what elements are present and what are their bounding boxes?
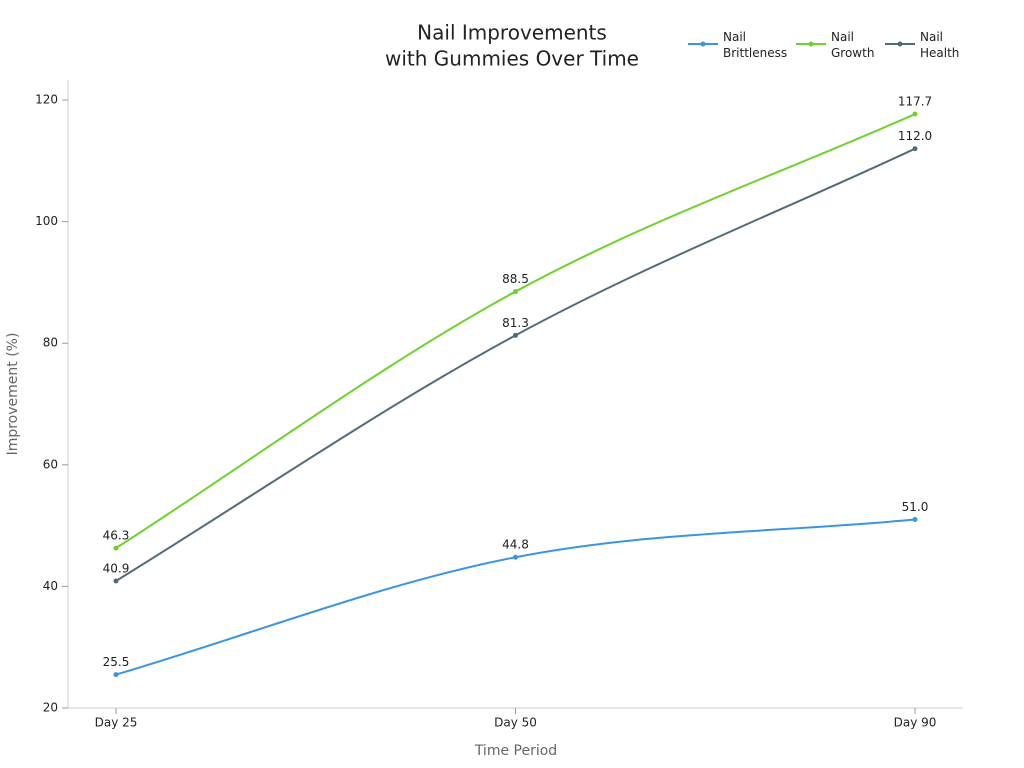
data-label: 25.5 — [103, 655, 130, 669]
x-tick-label: Day 25 — [95, 716, 138, 730]
data-label: 44.8 — [502, 538, 529, 552]
x-tick-label: Day 50 — [494, 716, 537, 730]
x-axis-title: Time Period — [474, 743, 557, 759]
data-point — [912, 111, 918, 117]
data-point — [912, 146, 918, 152]
legend-swatch-dot — [700, 41, 706, 47]
data-point — [912, 517, 918, 523]
data-point — [513, 289, 518, 295]
series-line — [115, 147, 916, 582]
legend-swatch-dot — [897, 41, 903, 47]
data-label: 46.3 — [103, 529, 130, 543]
data-point — [113, 672, 119, 678]
data-label: 117.7 — [898, 95, 932, 109]
series-line — [115, 113, 916, 549]
legend-label: Nail Brittleness — [723, 30, 787, 60]
y-tick-label: 20 — [43, 701, 58, 715]
data-point — [513, 554, 518, 560]
legend-swatch-dot — [808, 41, 814, 47]
y-tick-label: 100 — [35, 214, 58, 228]
data-label: 81.3 — [502, 316, 529, 330]
data-label: 51.0 — [902, 500, 929, 514]
chart-title: Nail Improvements — [417, 21, 607, 45]
x-tick-label: Day 90 — [894, 716, 937, 730]
data-label: 88.5 — [502, 272, 529, 286]
data-point — [513, 332, 518, 338]
y-tick-label: 120 — [35, 93, 58, 107]
y-tick-label: 40 — [43, 579, 58, 593]
data-point — [113, 545, 119, 551]
chart-title: with Gummies Over Time — [385, 47, 639, 71]
data-label: 40.9 — [103, 561, 130, 575]
legend-label: Nail Health — [920, 30, 959, 60]
legend-label: Nail Growth — [831, 30, 874, 60]
y-tick-label: 60 — [43, 457, 58, 471]
data-label: 112.0 — [898, 129, 932, 143]
y-tick-label: 80 — [43, 336, 58, 350]
data-point — [113, 578, 119, 584]
y-axis-title: Improvement (%) — [5, 333, 21, 456]
